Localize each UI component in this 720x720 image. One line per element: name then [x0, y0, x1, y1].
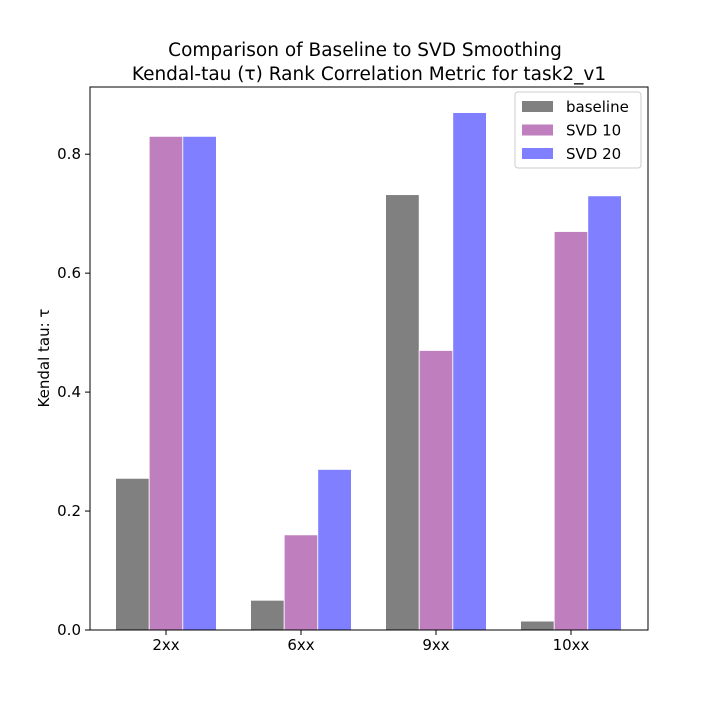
bar-baseline-10xx — [520, 620, 555, 631]
bar-baseline-9xx — [385, 194, 420, 631]
x-tick-label: 6xx — [287, 636, 314, 654]
chart-title-line1: Comparison of Baseline to SVD Smoothing — [168, 40, 562, 61]
legend: baseline SVD 10 SVD 20 — [514, 91, 642, 169]
x-tick-label: 2xx — [152, 636, 179, 654]
bar-svd-20-6xx — [317, 469, 352, 631]
y-tick-label: 0.2 — [57, 502, 81, 520]
bar-svd-10-10xx — [553, 231, 589, 631]
bar-svd-20-9xx — [452, 112, 487, 631]
legend-label: SVD 10 — [566, 122, 621, 140]
legend-swatch-svd-10 — [522, 124, 553, 136]
legend-label: baseline — [566, 98, 629, 116]
x-axis: 2xx 6xx 9xx 10xx — [152, 630, 590, 654]
y-tick-label: 0.6 — [57, 264, 81, 282]
y-tick-label: 0.0 — [57, 621, 81, 639]
bar-svd-10-6xx — [283, 534, 319, 631]
bar-svd-10-9xx — [418, 350, 454, 631]
y-tick-label: 0.4 — [57, 383, 81, 401]
bar-svd-20-2xx — [182, 135, 217, 631]
bar-baseline-6xx — [250, 599, 285, 631]
x-tick-label: 9xx — [422, 636, 449, 654]
chart-title-line2: Kendal-tau (τ) Rank Correlation Metric f… — [132, 64, 606, 85]
plot-frame — [89, 86, 649, 631]
legend-swatch-baseline — [522, 101, 553, 112]
legend-label: SVD 20 — [566, 145, 621, 163]
x-tick-label: 10xx — [553, 636, 590, 654]
bars-group — [115, 112, 622, 631]
y-axis: 0.0 0.2 0.4 0.6 0.8 — [57, 145, 90, 639]
y-tick-label: 0.8 — [57, 145, 81, 163]
legend-swatch-svd-20 — [522, 148, 553, 159]
bar-svd-20-10xx — [587, 195, 622, 631]
y-axis-label: Kendal tau: τ — [35, 309, 53, 408]
bar-svd-10-2xx — [148, 135, 184, 631]
bar-baseline-2xx — [115, 477, 150, 631]
